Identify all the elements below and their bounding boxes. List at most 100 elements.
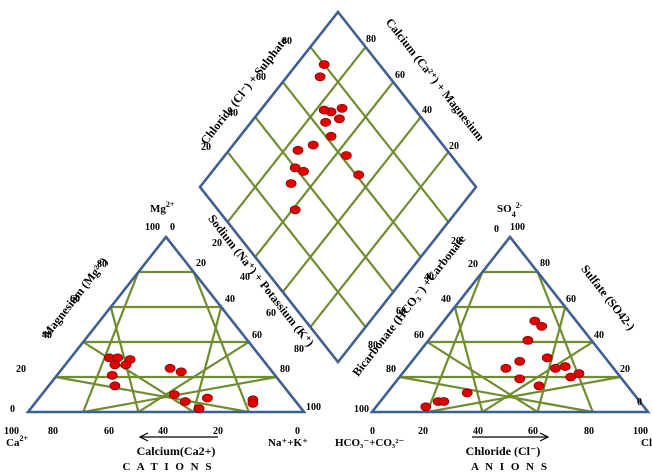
tick-label: 0 <box>295 426 300 437</box>
tick-label: 60 <box>266 308 276 319</box>
grid-line <box>254 116 395 293</box>
tick-label: 100 <box>145 222 160 233</box>
anion-right-axis-title: Sulfate (SO42-) <box>578 262 638 333</box>
tick-label: 80 <box>280 364 290 375</box>
grid-line <box>399 375 593 414</box>
anion-grid <box>399 270 621 414</box>
sample-point <box>536 321 548 331</box>
sample-point <box>120 360 132 370</box>
anion-so4-corner-label: SO42- <box>497 201 523 219</box>
sample-point <box>541 353 553 363</box>
diamond-lower-right-ticks: 20 40 60 80 <box>368 236 461 351</box>
tick-label: 80 <box>540 258 550 269</box>
grid-line <box>309 46 450 223</box>
cation-points <box>104 353 259 413</box>
tick-label: 60 <box>528 426 538 437</box>
cation-left-ticks: 0 20 40 60 80 100 <box>10 222 160 415</box>
tick-label: 20 <box>212 238 222 249</box>
sample-point <box>109 360 121 370</box>
tick-label: 100 <box>306 402 321 413</box>
sample-point <box>201 393 213 403</box>
cation-grid <box>55 270 277 414</box>
grid-line <box>83 375 277 414</box>
sample-point <box>298 166 309 176</box>
anion-right-ticks: 100 80 60 40 20 0 <box>510 222 642 408</box>
tick-label: 100 <box>510 222 525 233</box>
sample-point <box>164 363 176 373</box>
tick-label: 40 <box>228 108 238 119</box>
tick-label: 20 <box>620 364 630 375</box>
anion-bottom-ticks: 0 20 40 60 80 100 <box>370 426 648 437</box>
tick-label: 20 <box>201 142 211 153</box>
sample-point <box>522 335 534 345</box>
tick-label: 80 <box>386 364 396 375</box>
anion-cl-corner-label: Cl <box>641 437 652 449</box>
tick-label: 40 <box>441 294 451 305</box>
cation-bottom-ticks: 100 80 60 40 20 0 <box>4 426 300 437</box>
cation-triangle <box>25 234 307 414</box>
sample-point <box>461 388 473 398</box>
grid-line <box>254 81 395 258</box>
tick-label: 40 <box>594 330 604 341</box>
tick-label: 80 <box>282 36 292 47</box>
tick-label: 40 <box>42 330 52 341</box>
mg-charge: 2+ <box>166 200 175 209</box>
sample-point <box>314 72 326 82</box>
sample-point <box>175 367 187 377</box>
tick-label: 40 <box>225 294 235 305</box>
sample-point <box>514 356 526 366</box>
sample-point <box>559 362 571 371</box>
tick-label: 100 <box>633 426 648 437</box>
sample-point <box>420 402 432 412</box>
grid-line <box>309 151 450 328</box>
tick-label: 20 <box>16 364 26 375</box>
cation-bottom-axis-title: Calcium(Ca2+) <box>137 444 216 458</box>
anion-left-ticks: 100 80 60 40 20 0 <box>354 224 499 415</box>
grid-line <box>55 375 249 414</box>
diamond-lower-left-axis-title: Sodium (Na⁺) + Potassium (K⁺) <box>205 212 317 349</box>
tick-label: 40 <box>473 426 483 437</box>
cation-ca-corner-label: Ca2+ <box>6 434 28 449</box>
grid-line <box>481 341 594 413</box>
cation-direction-arrow <box>138 432 218 442</box>
sample-point <box>318 105 330 115</box>
tick-label: 60 <box>396 306 406 317</box>
tick-label: 60 <box>70 294 80 305</box>
tick-label: 20 <box>418 426 428 437</box>
grid-line <box>453 306 484 413</box>
diamond-grid <box>226 46 450 328</box>
mg-symbol: Mg <box>150 203 166 215</box>
sample-point <box>285 179 297 188</box>
grid-line <box>281 81 422 258</box>
anion-hco3-corner-label: HCO₃⁻+CO₃²⁻ <box>335 437 405 449</box>
grid-line <box>536 271 594 413</box>
sample-point <box>565 372 577 382</box>
sample-point <box>289 163 301 173</box>
tick-label: 40 <box>158 426 168 437</box>
sample-point <box>320 117 332 127</box>
sample-point <box>247 398 259 408</box>
tick-label: 40 <box>240 272 250 283</box>
sample-point <box>533 381 545 391</box>
tick-label: 40 <box>422 105 432 116</box>
tick-label: 0 <box>10 404 15 415</box>
cation-section-label: C A T I O N S <box>122 461 213 473</box>
tick-label: 80 <box>48 426 58 437</box>
sample-point <box>193 404 205 413</box>
sample-point <box>500 363 512 373</box>
sample-point <box>109 381 121 391</box>
tick-label: 20 <box>213 426 223 437</box>
tick-label: 20 <box>451 236 461 247</box>
anion-points <box>420 316 585 412</box>
diamond-points <box>285 60 365 215</box>
sample-point <box>514 374 526 384</box>
tick-label: 20 <box>449 141 459 152</box>
grid-line <box>82 341 195 413</box>
sample-point <box>438 397 450 406</box>
grid-line <box>192 271 250 413</box>
diamond-plot <box>198 9 478 365</box>
grid-line <box>226 46 367 223</box>
sample-point <box>106 370 118 380</box>
tick-label: 80 <box>366 34 376 45</box>
